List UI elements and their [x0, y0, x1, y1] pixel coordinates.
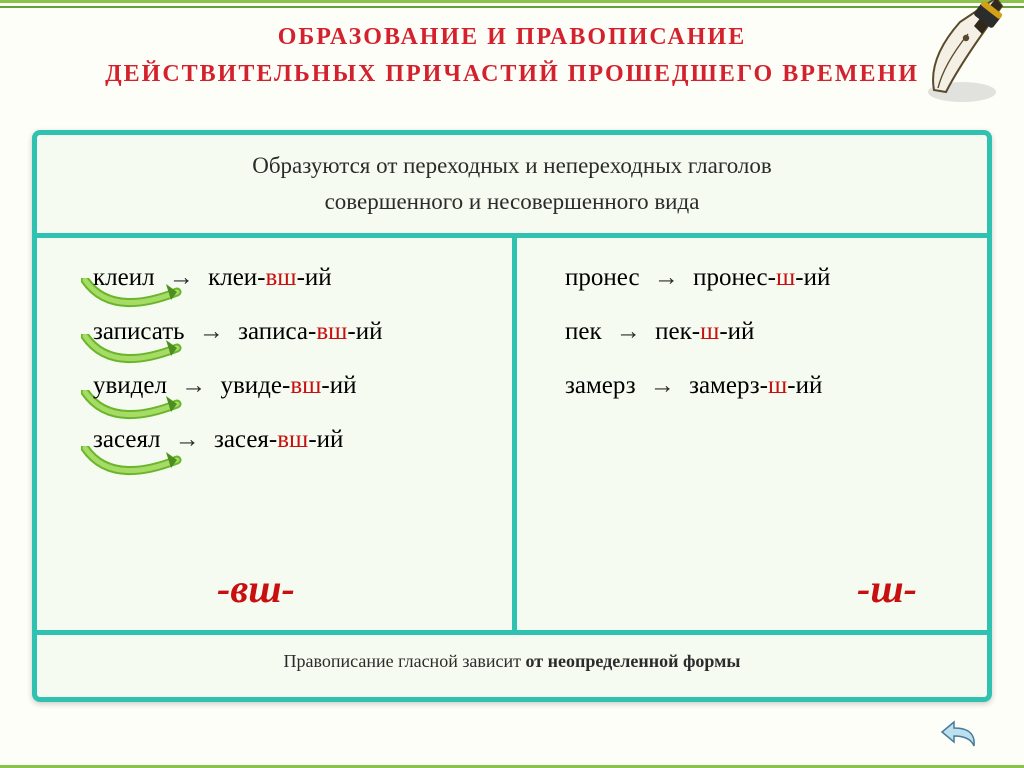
example-row: увидел → увиде-вш-ий	[93, 372, 484, 400]
example-source: засеял	[93, 426, 160, 453]
example-suffix: вш	[266, 264, 297, 291]
example-suffix: ш	[776, 264, 795, 291]
return-button[interactable]	[938, 718, 980, 750]
header-line-2: совершенного и несовершенного вида	[49, 189, 975, 215]
example-suffix: вш	[290, 372, 321, 399]
arrow-icon: →	[161, 264, 202, 291]
example-source: клеил	[93, 264, 155, 291]
example-row: пронес → пронес-ш-ий	[565, 264, 959, 292]
example-stem: клеи-	[208, 264, 265, 291]
example-suffix: ш	[768, 372, 787, 399]
arrow-icon: →	[646, 264, 687, 291]
example-row: замерз → замерз-ш-ий	[565, 372, 959, 400]
slide-title: ОБРАЗОВАНИЕ И ПРАВОПИСАНИЕ ДЕЙСТВИТЕЛЬНЫ…	[0, 24, 1024, 88]
example-source: увидел	[93, 372, 167, 399]
suffix-highlight-left: -вш-	[217, 565, 295, 612]
example-row: засеял → засея-вш-ий	[93, 426, 484, 454]
table-header: Образуются от переходных и непереходных …	[37, 135, 987, 238]
example-stem: пек-	[655, 318, 700, 345]
example-source: записать	[93, 318, 185, 345]
example-stem: записа-	[238, 318, 316, 345]
table-footer: Правописание гласной зависит от неопреде…	[37, 635, 987, 688]
example-ending: -ий	[719, 318, 754, 345]
example-source: пек	[565, 318, 602, 345]
example-stem: замерз-	[689, 372, 768, 399]
example-source: замерз	[565, 372, 636, 399]
arrow-icon: →	[191, 318, 232, 345]
example-ending: -ий	[321, 372, 356, 399]
rule-table: Образуются от переходных и непереходных …	[32, 130, 992, 702]
example-source: пронес	[565, 264, 640, 291]
example-stem: засея-	[214, 426, 277, 453]
example-ending: -ий	[795, 264, 830, 291]
column-left: клеил → клеи-вш-ий записать → записа-вш-…	[37, 238, 512, 630]
example-suffix: вш	[316, 318, 347, 345]
footer-strong: от неопределенной формы	[526, 651, 741, 671]
title-line-2: ДЕЙСТВИТЕЛЬНЫХ ПРИЧАСТИЙ ПРОШЕДШЕГО ВРЕМ…	[0, 61, 1024, 88]
example-ending: -ий	[787, 372, 822, 399]
arrow-icon: →	[608, 318, 649, 345]
column-right: пронес → пронес-ш-ий пек → пек-ш-ий заме…	[512, 238, 987, 630]
example-row: пек → пек-ш-ий	[565, 318, 959, 346]
example-row: записать → записа-вш-ий	[93, 318, 484, 346]
example-stem: увиде-	[220, 372, 290, 399]
arrow-icon: →	[173, 372, 214, 399]
arrow-icon: →	[167, 426, 208, 453]
footer-plain: Правописание гласной зависит	[284, 651, 526, 671]
example-stem: пронес-	[693, 264, 776, 291]
arrow-icon: →	[642, 372, 683, 399]
example-ending: -ий	[347, 318, 382, 345]
pen-icon	[874, 0, 1004, 119]
example-suffix: ш	[700, 318, 719, 345]
header-line-1: Образуются от переходных и непереходных …	[49, 153, 975, 179]
title-line-1: ОБРАЗОВАНИЕ И ПРАВОПИСАНИЕ	[0, 24, 1024, 51]
return-arrow-icon	[938, 718, 980, 750]
example-ending: -ий	[297, 264, 332, 291]
suffix-highlight-right: -ш-	[857, 565, 917, 612]
table-body: клеил → клеи-вш-ий записать → записа-вш-…	[37, 238, 987, 635]
example-row: клеил → клеи-вш-ий	[93, 264, 484, 292]
example-ending: -ий	[308, 426, 343, 453]
example-suffix: вш	[277, 426, 308, 453]
